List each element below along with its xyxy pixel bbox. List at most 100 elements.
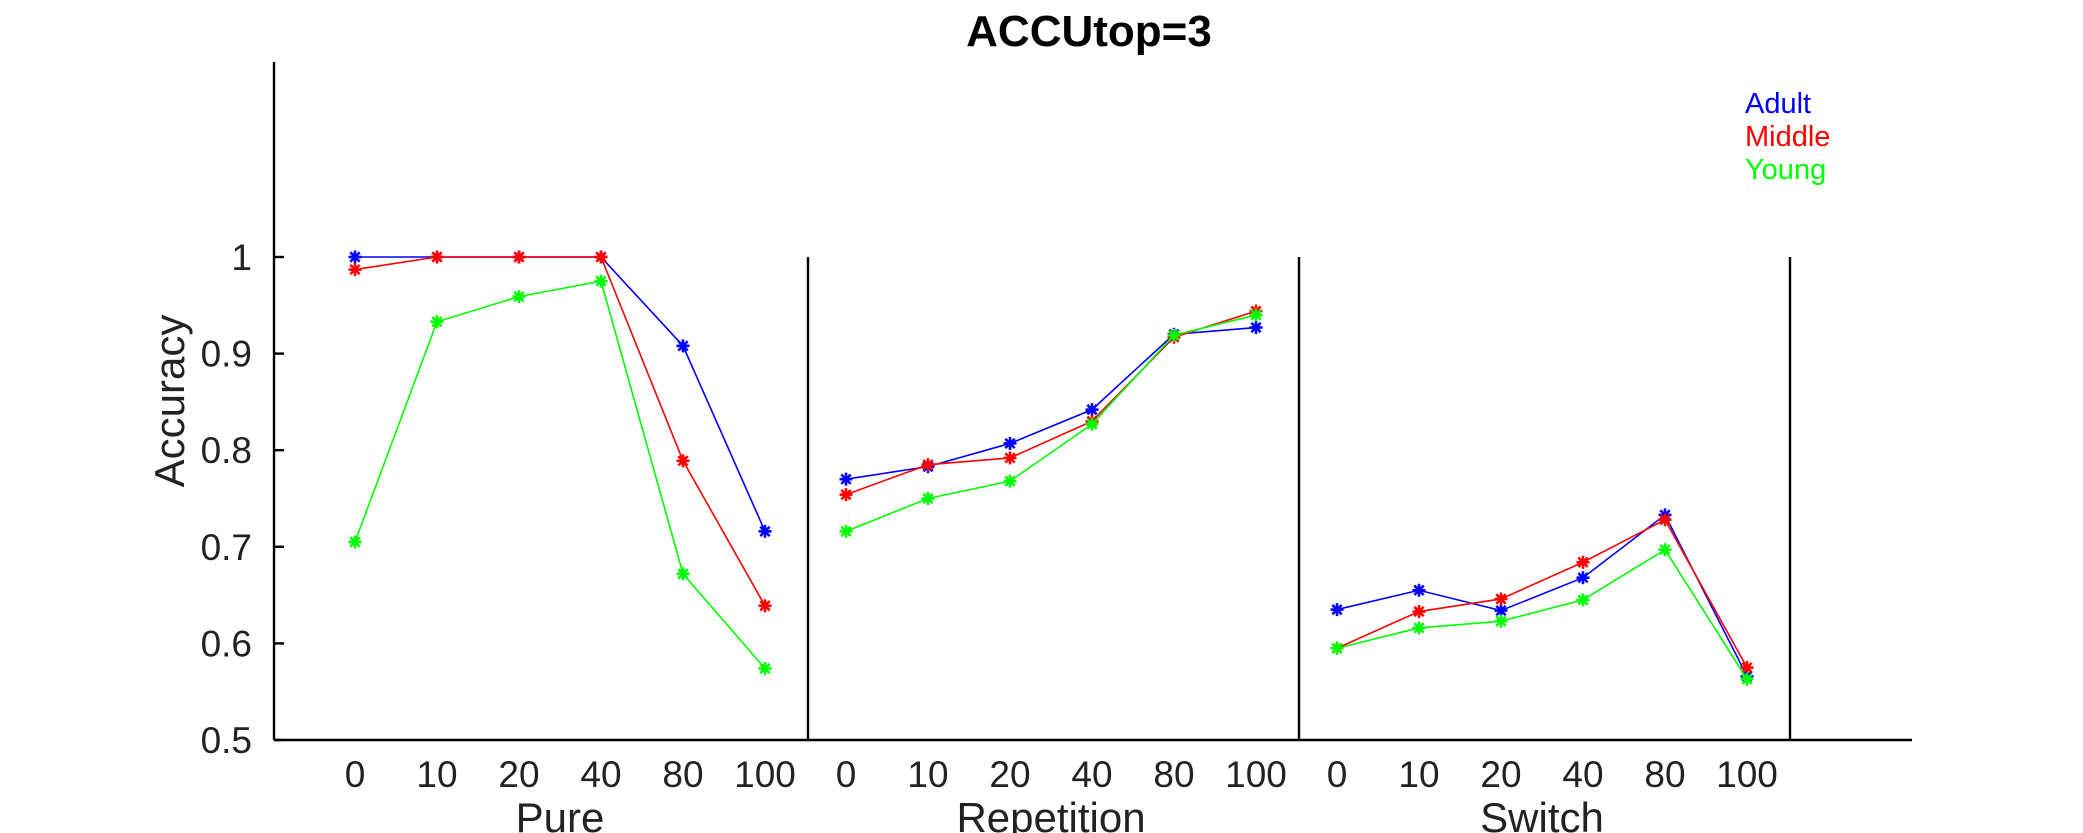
marker-stroke xyxy=(513,291,525,303)
marker-stroke xyxy=(1250,309,1262,321)
marker-stroke xyxy=(595,275,607,287)
marker-stroke xyxy=(1577,556,1589,568)
series-line-young xyxy=(1336,548,1748,680)
x-tick-label: 20 xyxy=(1480,754,1521,795)
data-point-marker xyxy=(1494,592,1508,606)
data-point-marker xyxy=(1494,614,1508,628)
x-tick-label: 10 xyxy=(907,754,948,795)
data-point-marker xyxy=(1330,641,1344,655)
x-tick-label: 40 xyxy=(1562,754,1603,795)
marker-stroke xyxy=(677,340,689,352)
y-tick-label: 0.8 xyxy=(201,430,252,471)
marker-stroke xyxy=(759,662,771,675)
y-tick-label: 0.6 xyxy=(201,623,252,664)
series-line-adult xyxy=(355,256,766,532)
x-tick-label: 100 xyxy=(1225,754,1287,795)
data-point-marker xyxy=(1576,571,1590,585)
data-point-marker xyxy=(1412,621,1426,635)
data-point-marker xyxy=(676,454,690,468)
marker-stroke xyxy=(922,459,934,471)
marker-stroke xyxy=(1495,615,1507,627)
data-point-marker xyxy=(758,662,772,676)
marker-stroke xyxy=(595,251,607,263)
y-tick-label: 1 xyxy=(231,237,252,278)
marker-stroke xyxy=(513,251,525,263)
data-point-marker xyxy=(1658,543,1672,557)
marker-stroke xyxy=(759,600,771,612)
series-adult xyxy=(348,250,1754,683)
x-tick-label: 40 xyxy=(580,754,621,795)
marker-stroke xyxy=(840,489,852,501)
series-line-adult xyxy=(845,326,1257,480)
marker-stroke xyxy=(840,525,852,537)
marker-stroke xyxy=(349,263,361,276)
data-point-marker xyxy=(921,458,935,472)
marker-stroke xyxy=(922,492,934,505)
x-tick-label: 10 xyxy=(1398,754,1439,795)
data-point-marker xyxy=(1249,308,1263,322)
data-point-marker xyxy=(348,263,362,277)
marker-stroke xyxy=(1659,544,1671,556)
marker-stroke xyxy=(431,316,443,328)
data-point-marker xyxy=(1658,513,1672,527)
data-point-marker xyxy=(348,250,362,264)
data-point-marker xyxy=(1576,555,1590,569)
data-point-marker xyxy=(430,315,444,329)
marker-stroke xyxy=(1086,404,1098,416)
marker-stroke xyxy=(1004,452,1016,464)
marker-stroke xyxy=(1331,642,1343,654)
data-point-marker xyxy=(676,567,690,581)
series-line-young xyxy=(354,280,766,670)
data-point-marker xyxy=(1085,417,1099,431)
data-point-marker xyxy=(1003,451,1017,465)
data-point-marker xyxy=(430,250,444,264)
y-tick-label: 0.9 xyxy=(201,334,252,375)
x-tick-label: 0 xyxy=(345,754,366,795)
x-tick-label: 80 xyxy=(662,754,703,795)
legend-entry-middle: Middle xyxy=(1745,121,1830,153)
marker-stroke xyxy=(349,251,361,263)
series-young xyxy=(348,274,1754,686)
marker-stroke xyxy=(1577,572,1589,584)
marker-stroke xyxy=(1004,437,1016,450)
series-line-middle xyxy=(1336,518,1748,668)
chart-title: ACCUtop=3 xyxy=(966,7,1212,56)
data-point-marker xyxy=(594,274,608,288)
x-tick-label: 40 xyxy=(1071,754,1112,795)
x-tick-label: 20 xyxy=(498,754,539,795)
panel-label-switch: Switch xyxy=(1480,794,1604,833)
legend-entry-adult: Adult xyxy=(1745,88,1811,120)
marker-stroke xyxy=(1004,475,1016,487)
data-point-marker xyxy=(1576,593,1590,607)
data-point-marker xyxy=(1740,661,1754,675)
x-tick-label: 80 xyxy=(1153,754,1194,795)
data-point-marker xyxy=(758,524,772,538)
data-point-marker xyxy=(1412,583,1426,597)
data-point-marker xyxy=(1330,603,1344,617)
data-point-marker xyxy=(758,599,772,613)
marker-stroke xyxy=(1577,594,1589,606)
marker-stroke xyxy=(1659,514,1671,526)
marker-stroke xyxy=(1495,593,1507,605)
marker-stroke xyxy=(759,525,771,537)
data-point-marker xyxy=(1740,672,1754,686)
x-tick-label: 0 xyxy=(1327,754,1348,795)
data-point-marker xyxy=(512,250,526,264)
marker-stroke xyxy=(1413,605,1425,618)
data-point-marker xyxy=(348,535,362,549)
marker-stroke xyxy=(1168,329,1180,341)
marker-stroke xyxy=(1495,604,1507,617)
x-tick-label: 100 xyxy=(1716,754,1778,795)
panel-label-repetition: Repetition xyxy=(956,794,1145,833)
marker-stroke xyxy=(1086,418,1098,430)
series-line-young xyxy=(845,314,1257,533)
x-tick-label: 0 xyxy=(836,754,857,795)
x-tick-label: 80 xyxy=(1644,754,1685,795)
marker-stroke xyxy=(1741,661,1753,674)
marker-stroke xyxy=(1413,584,1425,596)
marker-stroke xyxy=(349,536,361,548)
data-point-marker xyxy=(1003,474,1017,488)
